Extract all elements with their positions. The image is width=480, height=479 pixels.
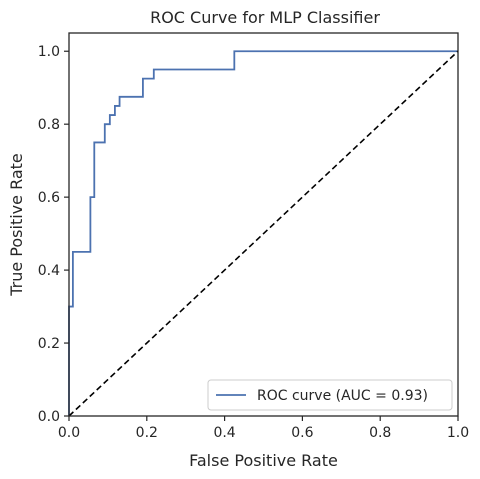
legend-box (207, 379, 453, 411)
x-tick-label: 1.0 (447, 425, 469, 441)
y-tick-label: 0.0 (38, 409, 60, 425)
y-tick-label: 0.4 (38, 263, 60, 279)
legend: ROC curve (AUC = 0.93) (207, 379, 453, 411)
roc-curve-line (68, 50, 458, 416)
y-axis-title: True Positive Rate (7, 153, 26, 297)
x-tick-label: 0.4 (213, 425, 235, 441)
diagonal-reference-line (68, 50, 459, 417)
plot-frame (68, 32, 459, 417)
y-tick-label: 0.2 (38, 336, 60, 352)
x-tick-label: 0.2 (136, 425, 158, 441)
x-tick-label: 0.6 (291, 425, 313, 441)
x-tick-label: 0.8 (369, 425, 391, 441)
x-axis-title: False Positive Rate (189, 451, 338, 470)
chart-title: ROC Curve for MLP Classifier (150, 8, 380, 27)
y-tick-label: 0.8 (38, 117, 60, 133)
legend-label-roc: ROC curve (AUC = 0.93) (257, 388, 428, 404)
y-tick-label: 1.0 (38, 44, 60, 60)
x-tick-label: 0.0 (58, 425, 80, 441)
y-tick-label: 0.6 (38, 190, 60, 206)
